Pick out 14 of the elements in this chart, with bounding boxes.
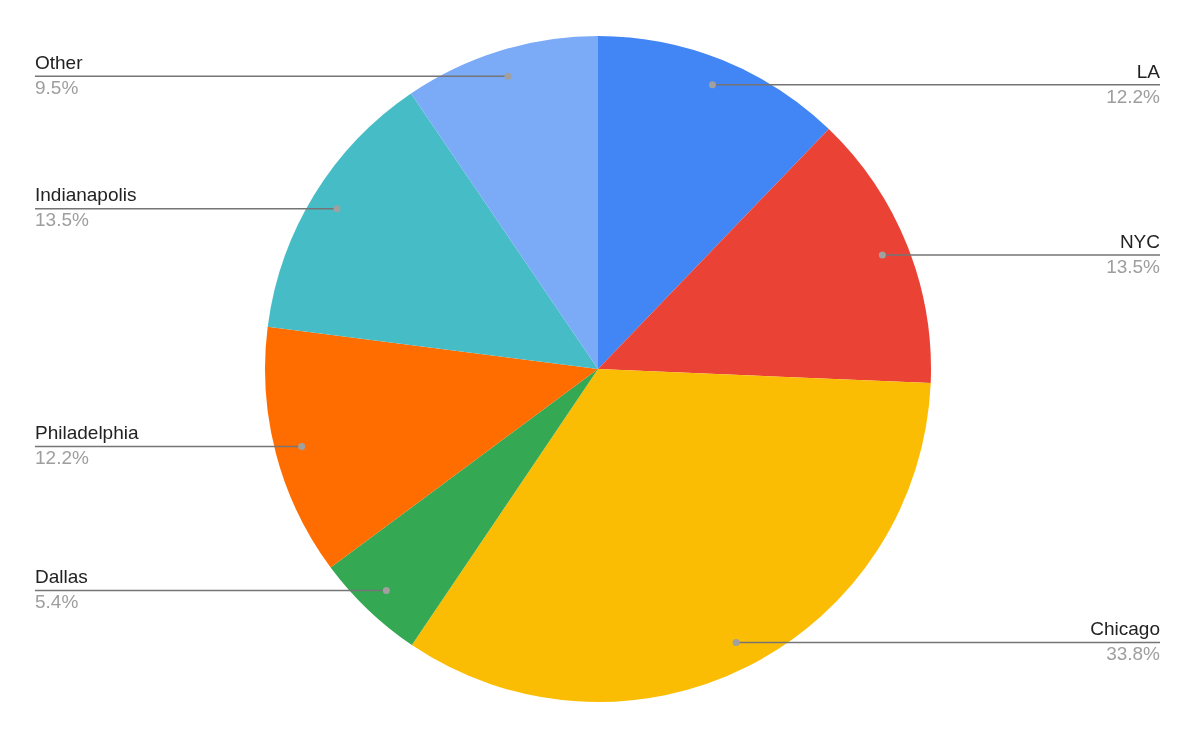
data-label: 12.2%: [35, 447, 89, 469]
slice-label: Dallas: [35, 566, 88, 588]
slice-label: Philadelphia: [35, 422, 139, 444]
data-label: 5.4%: [35, 591, 79, 613]
data-label: 33.8%: [1106, 643, 1161, 665]
slice-label: LA: [1136, 60, 1161, 82]
slice-label: Other: [35, 51, 84, 73]
data-label: 13.5%: [1106, 255, 1161, 277]
slice-label: NYC: [1119, 230, 1160, 252]
data-label: 9.5%: [35, 76, 79, 98]
data-label: 13.5%: [35, 209, 89, 231]
slice-label: Chicago: [1090, 618, 1160, 640]
slice-label: Indianapolis: [35, 184, 137, 206]
data-label: 12.2%: [1106, 85, 1161, 107]
